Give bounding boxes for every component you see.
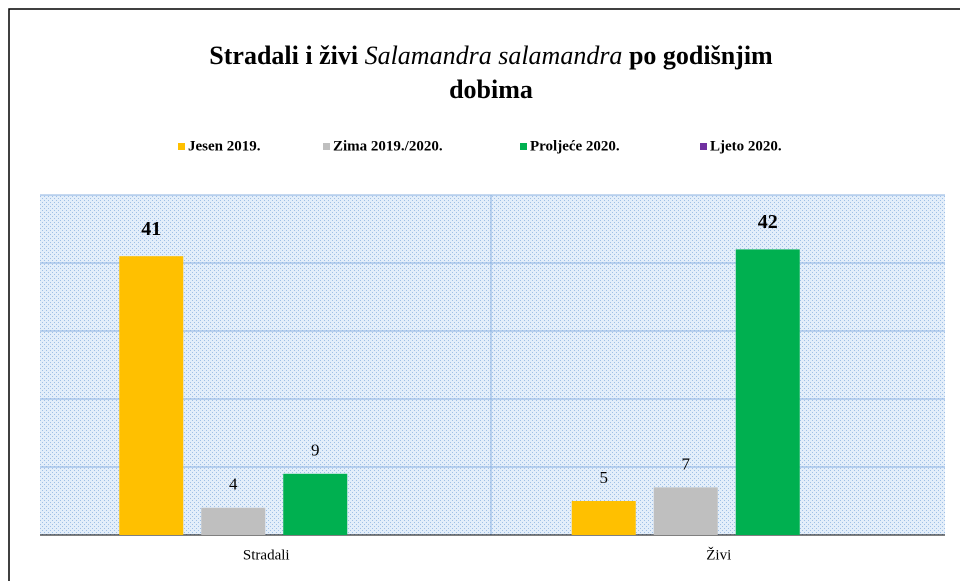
legend-label: Zima 2019./2020.: [333, 138, 443, 154]
data-label: 42: [758, 211, 778, 233]
bar: [201, 507, 266, 535]
bar: [653, 487, 718, 535]
bar: [119, 256, 184, 535]
legend-swatch: [178, 143, 185, 150]
data-label: 41: [141, 218, 161, 240]
chart-title: dobima: [449, 75, 533, 104]
data-label: 5: [600, 468, 609, 487]
chart-frame: [8, 8, 960, 581]
legend-label: Jesen 2019.: [188, 138, 261, 154]
data-label: 7: [682, 454, 691, 473]
chart-title: Stradali i živi Salamandra salamandra po…: [209, 41, 773, 70]
legend-swatch: [700, 143, 707, 150]
x-tick-label: Stradali: [243, 547, 290, 563]
x-tick-label: Živi: [706, 546, 731, 563]
legend-swatch: [520, 143, 527, 150]
bar: [571, 501, 636, 535]
legend-swatch: [323, 143, 330, 150]
bar: [735, 249, 800, 535]
bar: [283, 473, 348, 535]
data-label: 4: [229, 475, 238, 494]
legend-label: Ljeto 2020.: [710, 138, 782, 154]
data-label: 9: [311, 441, 320, 460]
legend-label: Proljeće 2020.: [530, 138, 620, 154]
